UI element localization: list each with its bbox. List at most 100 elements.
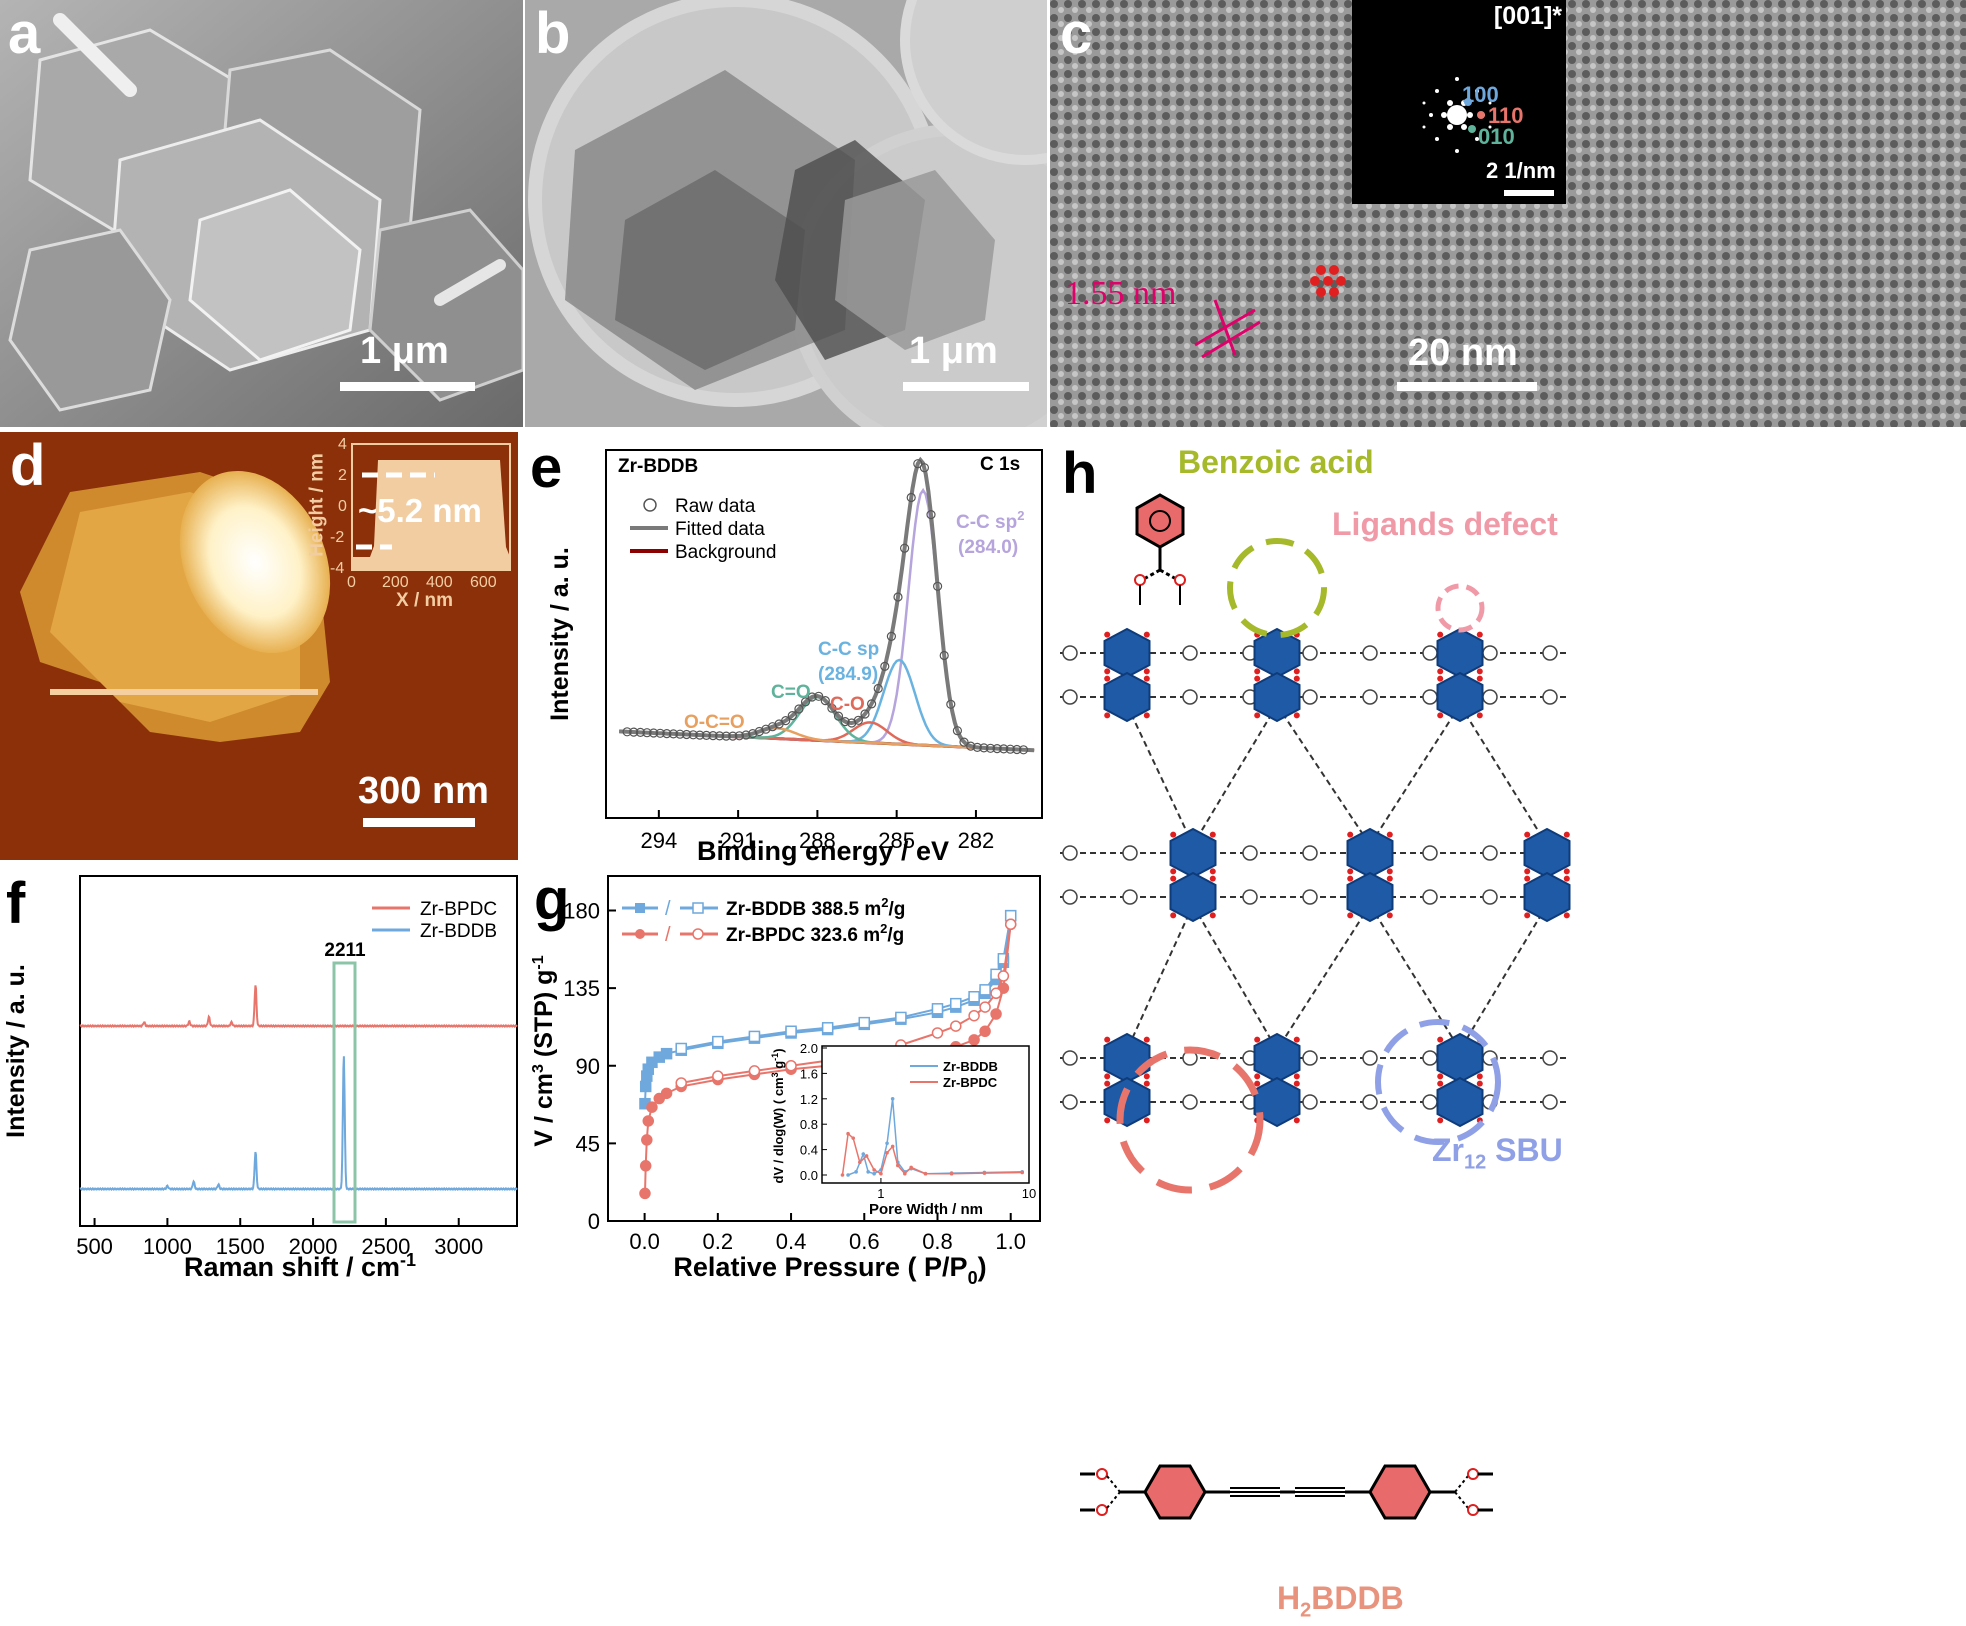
zr-sbu-cluster — [1436, 671, 1484, 723]
oxygen-atom — [1437, 675, 1444, 682]
iso-point — [712, 1035, 724, 1048]
peak-sp-position: (284.9) — [818, 664, 878, 685]
xps-raw-point — [966, 741, 976, 751]
iso-point — [858, 1016, 871, 1029]
psd-ytick-label: 1.2 — [800, 1092, 818, 1107]
isotherm-chart: 0.0 0.2 0.4 0.6 0.8 1.0 0 45 90 135 180 / Zr-BDDB … — [530, 875, 1041, 1288]
afm-ytick: 0 — [338, 498, 347, 515]
zr-sbu-cluster — [1103, 1076, 1151, 1128]
isotherm-xlabel: Relative Pressure ( P/P0) — [673, 1252, 986, 1288]
iso-point — [979, 984, 991, 996]
phenyl-ring — [1122, 845, 1138, 861]
oxygen-atom — [1386, 831, 1393, 838]
afm-ylabel: Height / nm — [306, 453, 328, 557]
panel-d: d 300 nm 4 2 0 -2 -4 0 200 400 600 X / n… — [0, 432, 518, 860]
psd-ytick-label: 1.6 — [800, 1066, 818, 1081]
saed-scale-text: 2 1/nm — [1486, 158, 1556, 183]
xps-raw-point — [642, 728, 652, 738]
zr-sbu-cluster — [1103, 1032, 1151, 1084]
iso-xtick-label: 0.0 — [629, 1229, 660, 1254]
oxygen-atom — [1476, 668, 1483, 675]
panel-a-scale-text: 1 μm — [360, 330, 449, 372]
phenyl-ring — [1422, 1050, 1438, 1066]
phenyl-ring — [1482, 689, 1498, 705]
zr-sbu-cluster — [1436, 627, 1484, 679]
panel-d-scale-text: 300 nm — [358, 770, 489, 812]
iso-point — [997, 970, 1010, 982]
oxygen-atom — [1209, 831, 1216, 838]
iso-point — [931, 1003, 944, 1015]
raman-peak-box — [332, 961, 357, 1224]
raman-peak-label: 2211 — [324, 940, 366, 961]
oxygen-atom — [1170, 831, 1177, 838]
iso-point — [660, 1087, 673, 1100]
oxygen-atom — [1347, 868, 1354, 875]
afm-xlabel: X / nm — [396, 590, 454, 611]
psd-xtick-label: 10 — [1022, 1186, 1036, 1201]
afm-ytick: 2 — [338, 467, 347, 484]
oxygen-atom — [1563, 868, 1570, 875]
oxygen-atom — [1437, 1117, 1444, 1124]
psd-point — [840, 1173, 845, 1177]
zr-sbu-cluster — [1436, 1076, 1484, 1128]
panel-c-scale-bar — [1397, 382, 1537, 391]
iso-point — [675, 1077, 687, 1089]
panel-f: f 500 1000 1500 2000 2500 3000 2211 Zr-BPDC Z… — [0, 866, 530, 1626]
panel-f-label: f — [6, 871, 26, 936]
iso-ytick-label: 45 — [576, 1131, 600, 1156]
panel-b-scale-bar — [903, 382, 1029, 391]
iso-point — [675, 1042, 687, 1055]
oxygen-atom — [1254, 712, 1261, 719]
phenyl-ring — [1182, 1094, 1198, 1110]
afm-xtick: 400 — [426, 574, 453, 591]
psd-point — [872, 1168, 876, 1172]
iso-point — [979, 1001, 991, 1013]
psd-xtick-label: 1 — [877, 1186, 884, 1201]
psd-point — [879, 1171, 883, 1176]
iso-point — [979, 1025, 991, 1037]
psd-point — [866, 1170, 870, 1174]
panel-c-label: c — [1060, 1, 1093, 66]
legend-bpdc-text: Zr-BPDC 323.6 m2/g — [726, 921, 904, 946]
phenyl-ring — [1062, 645, 1078, 661]
xps-xtick-label: 288 — [799, 828, 836, 853]
iso-point — [639, 1160, 652, 1172]
peak-c=o-label: C=O — [771, 682, 811, 703]
oxygen-atom — [1563, 875, 1570, 882]
phenyl-ring — [1242, 845, 1258, 861]
afm-xtick: 0 — [347, 574, 356, 591]
oxygen-atom — [1293, 1080, 1300, 1087]
oxygen-atom — [1437, 712, 1444, 719]
panel-b: b 1 μm — [525, 0, 1047, 427]
benzoic-acid-highlight — [1227, 538, 1327, 638]
psd-ylabel: dV / dlog(W) ( cm3 g-1) — [770, 1048, 786, 1183]
iso-point — [990, 987, 1002, 1000]
linker-chain — [1126, 904, 1194, 1051]
xps-raw-point — [754, 726, 764, 737]
phenyl-ring — [1542, 689, 1558, 705]
psd-point — [864, 1154, 869, 1158]
psd-point — [851, 1136, 856, 1140]
psd-line — [841, 1132, 1023, 1176]
psd-legend-bpdc: Zr-BPDC — [943, 1075, 998, 1090]
oxygen-atom — [1524, 831, 1531, 838]
linker-chain — [1369, 704, 1461, 846]
xps-sample: Zr-BDDB — [618, 456, 698, 477]
psd-point — [854, 1170, 858, 1174]
spacing-marker — [1194, 299, 1261, 359]
xps-raw-point — [999, 744, 1009, 754]
oxygen-atom — [1254, 668, 1261, 675]
oxygen-atom — [1437, 1080, 1444, 1087]
zr12-sbu-highlight — [1375, 1019, 1501, 1145]
h2bddb-highlight — [1116, 1046, 1264, 1194]
legend-bddb-text: Zr-BDDB 388.5 m2/g — [726, 895, 905, 920]
xps-raw-point — [734, 731, 744, 741]
phenyl-ring — [1482, 645, 1498, 661]
psd-point — [890, 1097, 895, 1101]
panel-a-label: a — [8, 1, 41, 66]
peak-co-label: C-O — [830, 694, 865, 715]
saed-pattern — [1422, 77, 1492, 153]
xps-raw-point — [833, 711, 844, 721]
panel-h-label: h — [1062, 441, 1098, 506]
oxygen-atom — [1386, 868, 1393, 875]
